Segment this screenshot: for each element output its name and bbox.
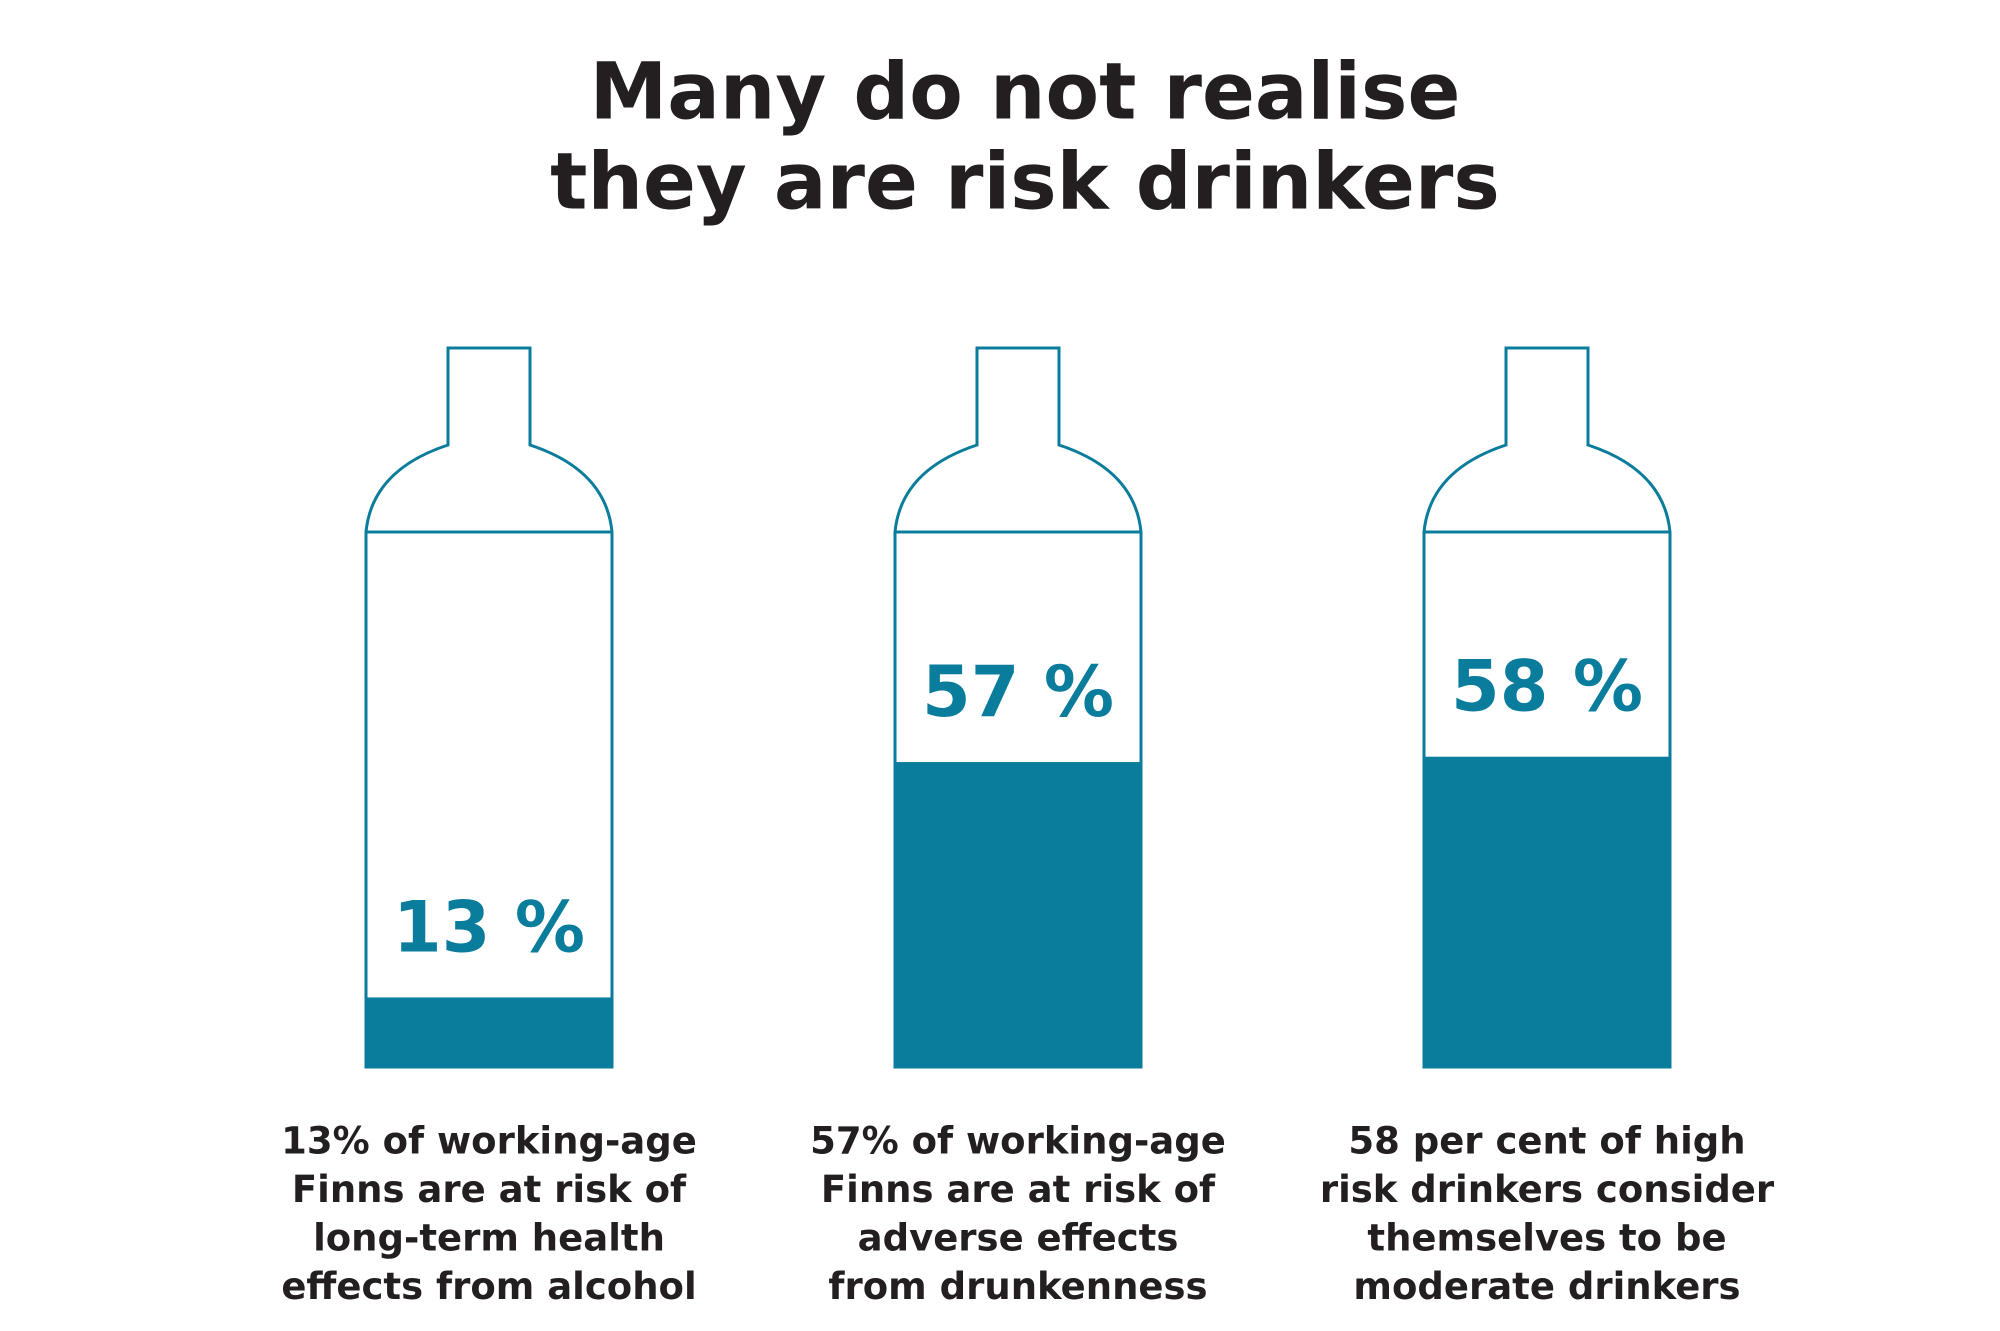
description: risk drinkers consider xyxy=(1320,1168,1775,1211)
chart-title: they are risk drinkers xyxy=(550,137,1500,227)
bottle-fill xyxy=(1424,756,1670,1067)
chart-title: Many do not realise xyxy=(590,47,1461,137)
description: effects from alcohol xyxy=(281,1265,696,1308)
bottle-outline xyxy=(893,346,1143,1069)
description: adverse effects xyxy=(858,1217,1179,1260)
bottle-outline xyxy=(1422,346,1672,1069)
description: Finns are at risk of xyxy=(292,1168,687,1211)
value-label: 13 % xyxy=(393,886,585,968)
description: moderate drinkers xyxy=(1353,1265,1740,1308)
description: long-term health xyxy=(313,1217,665,1260)
description: Finns are at risk of xyxy=(821,1168,1216,1211)
bottle-fill xyxy=(366,997,612,1067)
description: themselves to be xyxy=(1367,1217,1726,1260)
value-label: 58 % xyxy=(1451,646,1643,728)
description: 58 per cent of high xyxy=(1348,1120,1745,1163)
value-label: 57 % xyxy=(922,651,1114,733)
description: from drunkenness xyxy=(828,1265,1207,1308)
description: 57% of working-age xyxy=(810,1120,1226,1163)
bottle-outline xyxy=(364,346,614,1069)
bottle-fill xyxy=(895,762,1141,1067)
description: 13% of working-age xyxy=(281,1120,697,1163)
